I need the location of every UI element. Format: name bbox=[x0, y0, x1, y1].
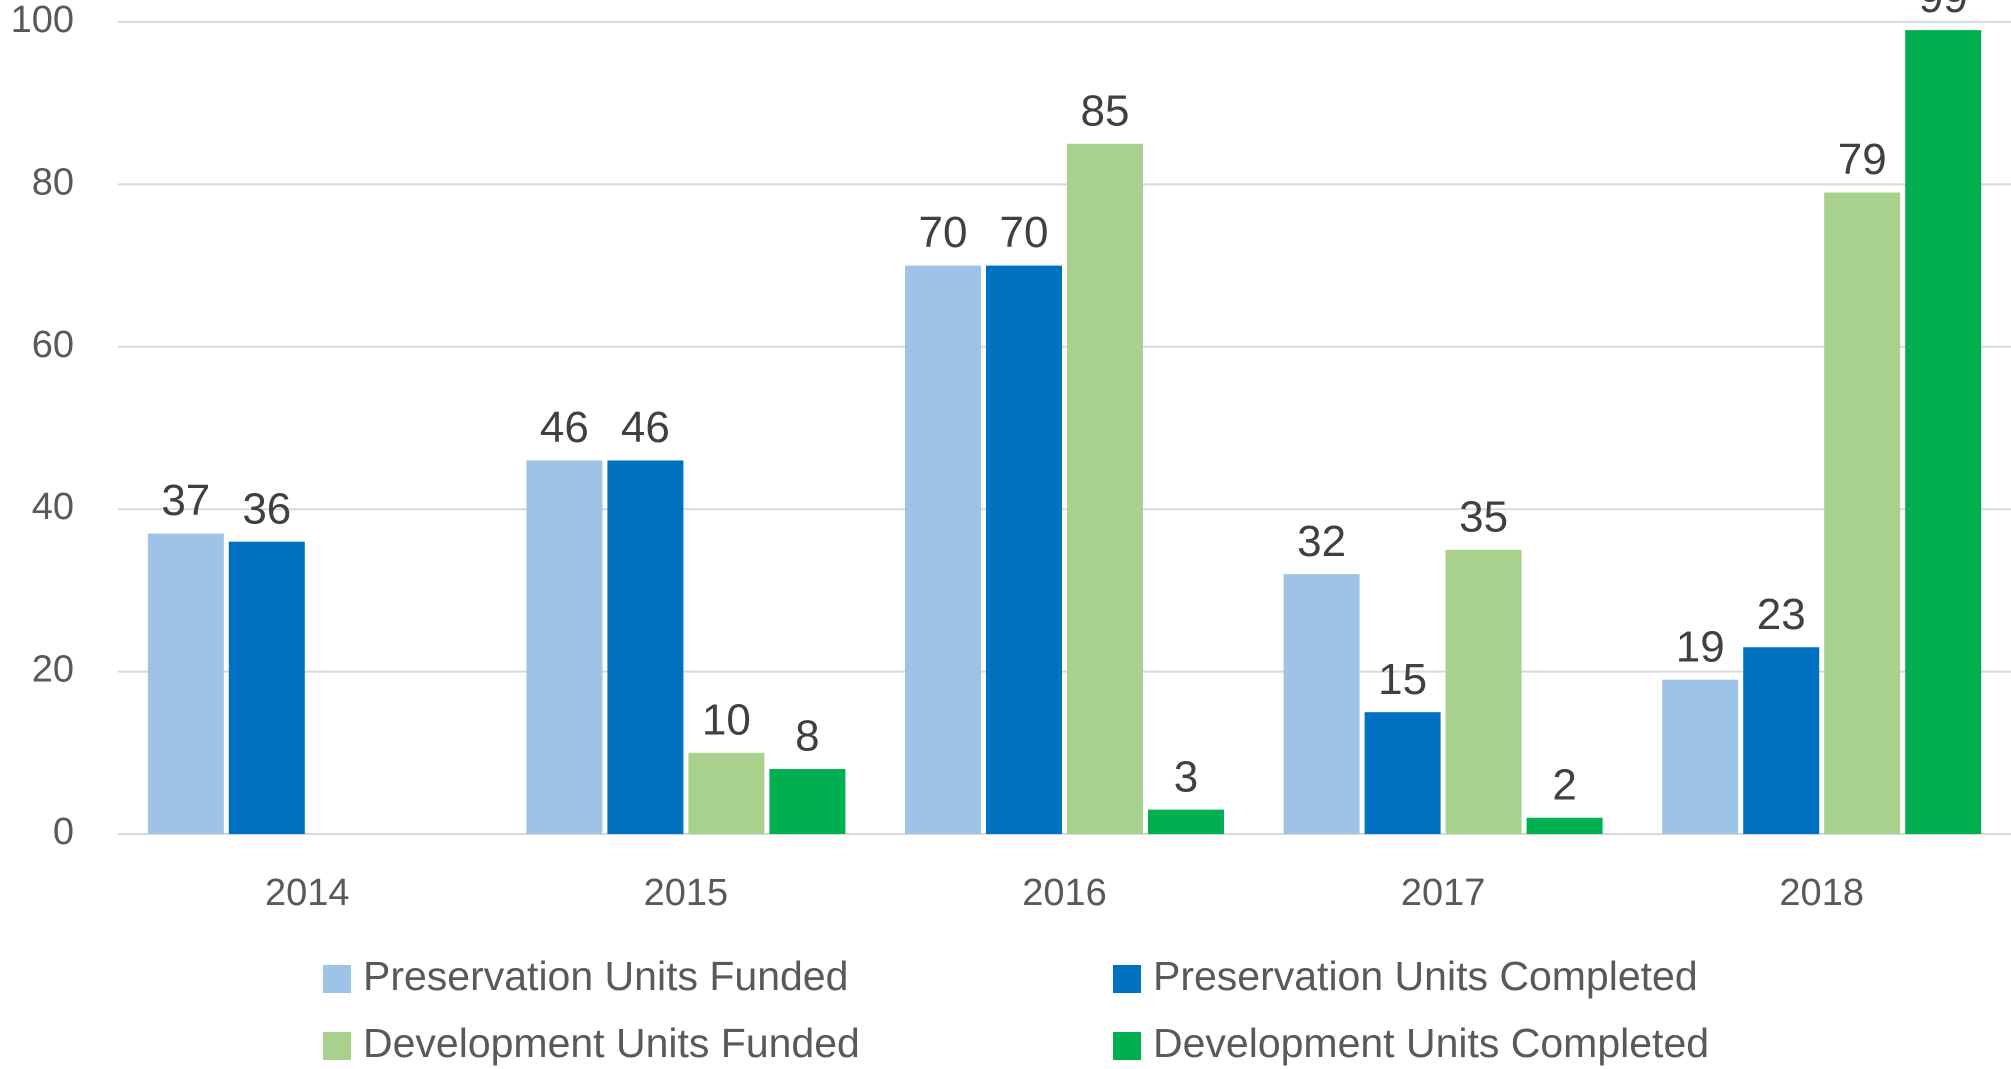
x-tick-label: 2018 bbox=[1779, 872, 1864, 914]
data-label: 46 bbox=[621, 403, 670, 452]
bar bbox=[1743, 647, 1820, 834]
bar bbox=[526, 460, 603, 834]
x-tick-label: 2015 bbox=[644, 872, 729, 914]
y-tick-label: 0 bbox=[53, 811, 74, 853]
data-label: 85 bbox=[1081, 86, 1130, 135]
bar bbox=[607, 460, 684, 834]
bar bbox=[1824, 192, 1901, 834]
data-label: 70 bbox=[1000, 208, 1049, 257]
data-label: 46 bbox=[540, 403, 589, 452]
data-label: 79 bbox=[1838, 135, 1887, 184]
legend-label: Preservation Units Completed bbox=[1153, 953, 1698, 999]
data-label: 35 bbox=[1459, 492, 1508, 541]
legend-label: Development Units Completed bbox=[1153, 1020, 1709, 1066]
bar bbox=[228, 541, 305, 834]
bar bbox=[1283, 574, 1360, 834]
data-label: 99 bbox=[1919, 0, 1968, 22]
data-label: 19 bbox=[1676, 622, 1725, 671]
bar bbox=[1148, 809, 1224, 834]
data-label: 2 bbox=[1552, 760, 1576, 809]
data-label: 15 bbox=[1378, 655, 1427, 704]
bar bbox=[688, 752, 765, 834]
data-label: 3 bbox=[1174, 752, 1198, 801]
legend-swatch bbox=[323, 1032, 351, 1060]
bar bbox=[1067, 143, 1143, 835]
data-label: 70 bbox=[919, 208, 968, 257]
bar bbox=[1445, 549, 1522, 834]
bar bbox=[769, 769, 846, 834]
bar bbox=[1364, 712, 1441, 834]
bar bbox=[1905, 30, 1982, 835]
bar bbox=[1662, 679, 1739, 834]
data-label: 23 bbox=[1757, 590, 1806, 639]
data-label: 32 bbox=[1297, 517, 1346, 566]
bar bbox=[147, 533, 224, 834]
y-tick-label: 100 bbox=[11, 0, 74, 41]
y-tick-label: 40 bbox=[32, 486, 74, 528]
data-label: 37 bbox=[161, 476, 210, 525]
legend-label: Preservation Units Funded bbox=[363, 953, 848, 999]
y-tick-label: 60 bbox=[32, 324, 74, 366]
bar bbox=[905, 265, 981, 835]
y-tick-label: 80 bbox=[32, 161, 74, 203]
legend-label: Development Units Funded bbox=[363, 1020, 860, 1066]
x-tick-label: 2016 bbox=[1022, 872, 1107, 914]
x-tick-label: 2017 bbox=[1401, 872, 1486, 914]
x-tick-label: 2014 bbox=[265, 872, 350, 914]
data-label: 10 bbox=[702, 695, 751, 744]
data-label: 8 bbox=[795, 712, 819, 761]
legend-swatch bbox=[1113, 965, 1141, 993]
legend-swatch bbox=[323, 965, 351, 993]
y-tick-label: 20 bbox=[32, 649, 74, 691]
legend-swatch bbox=[1113, 1032, 1141, 1060]
bar bbox=[986, 265, 1062, 835]
bar bbox=[1526, 817, 1603, 834]
data-label: 36 bbox=[242, 484, 291, 533]
